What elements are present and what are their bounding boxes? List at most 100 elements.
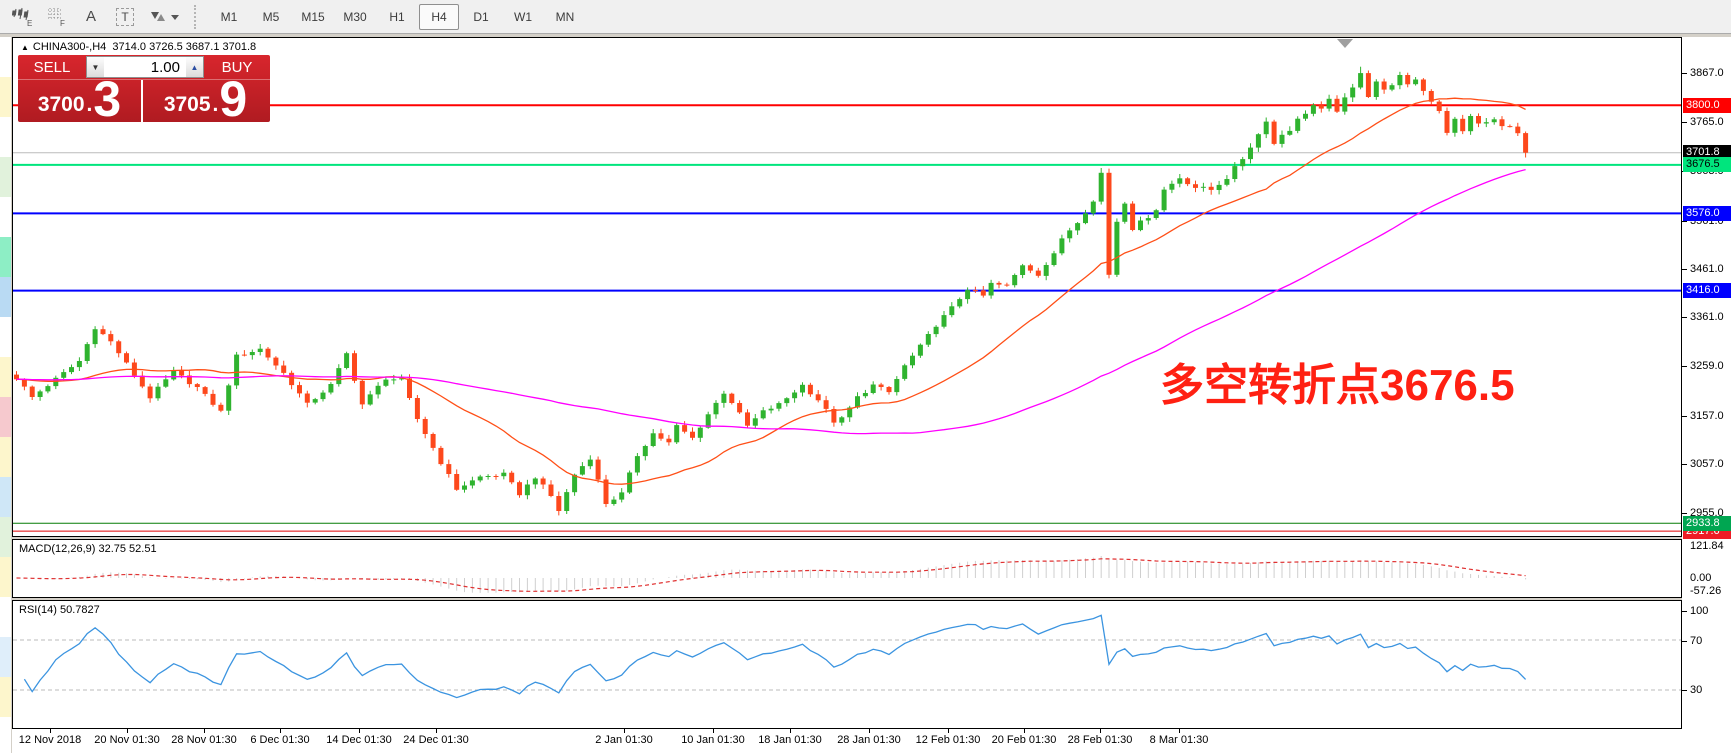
timeframe-button-h1[interactable]: H1 [389, 9, 405, 24]
pane-splitter[interactable] [12, 598, 1682, 600]
ask-fraction: 9 [219, 71, 248, 127]
text-box-tool-icon[interactable]: T [110, 4, 140, 30]
shapes-tool-icon[interactable] [144, 4, 184, 30]
background-window-row [0, 637, 11, 677]
rsi-pane[interactable]: RSI(14) 50.7827 [12, 600, 1682, 729]
date-tick-mark [713, 729, 714, 733]
one-click-trade-panel: SELL ▼ ▲ BUY 3700.3 3705.9 [18, 55, 270, 127]
timeframe-button-m15[interactable]: M15 [301, 9, 325, 24]
ask-separator: . [212, 93, 219, 116]
background-window-row [0, 597, 11, 637]
timeframe-button-h4[interactable]: H4 [419, 3, 459, 30]
date-label: 20 Feb 01:30 [991, 734, 1057, 746]
text-tool-icon[interactable]: A [85, 8, 96, 25]
volume-increase-button[interactable]: ▲ [186, 57, 203, 77]
date-tick-mark [280, 729, 281, 733]
price-tag: 3701.8 [1683, 145, 1731, 160]
volume-decrease-button[interactable]: ▼ [87, 57, 104, 77]
date-tick-mark [790, 729, 791, 733]
background-window-row [0, 197, 11, 237]
collapse-trade-panel-icon[interactable]: ▲ [21, 43, 29, 52]
macd-label: MACD(12,26,9) 32.75 52.51 [19, 543, 157, 555]
macd-axis-label: -57.26 [1690, 585, 1722, 597]
background-window-row [0, 557, 11, 597]
background-window-row [0, 477, 11, 517]
price-tick-label: 3765.0 [1690, 116, 1724, 128]
price-tag: 3576.0 [1683, 206, 1731, 221]
background-window-row [0, 677, 11, 717]
volume-input[interactable] [104, 57, 186, 77]
timeframe-button-mn[interactable]: MN [555, 9, 575, 24]
price-tick-label: 3057.0 [1690, 458, 1724, 470]
window-gap [0, 34, 1731, 37]
toolbar: E F A T [0, 0, 1731, 34]
date-label: 20 Nov 01:30 [94, 734, 160, 746]
timeframe-button-d1[interactable]: D1 [473, 9, 489, 24]
date-tick-mark [1100, 729, 1101, 733]
date-tick-mark [50, 729, 51, 733]
buy-button[interactable]: BUY [221, 58, 253, 76]
background-window-row [0, 397, 11, 437]
rsi-axis-label: 30 [1690, 684, 1703, 696]
ask-main: 3705 [163, 93, 211, 116]
macd-pane[interactable]: MACD(12,26,9) 32.75 52.51 [12, 539, 1682, 598]
svg-text:F: F [60, 19, 65, 27]
date-label: 2 Jan 01:30 [595, 734, 653, 746]
pane-splitter[interactable] [12, 537, 1682, 539]
timeframe-button-m1[interactable]: M1 [220, 9, 238, 24]
volume-stepper: ▼ ▲ [86, 56, 204, 78]
date-tick-mark [204, 729, 205, 733]
chart-shift-marker-icon[interactable] [1337, 39, 1353, 48]
time-axis: 12 Nov 2018 20 Nov 01:30 28 Nov 01:30 6 Dec… [12, 729, 1731, 753]
background-window-edge [0, 37, 11, 753]
date-label: 24 Dec 01:30 [403, 734, 469, 746]
rsi-axis-label: 100 [1690, 605, 1709, 617]
background-window-row [0, 277, 11, 317]
rsi-label: RSI(14) 50.7827 [19, 604, 100, 616]
timeframe-button-m5[interactable]: M5 [262, 9, 280, 24]
bid-fraction: 3 [93, 71, 122, 127]
date-label: 6 Dec 01:30 [250, 734, 310, 746]
date-label: 14 Dec 01:30 [326, 734, 392, 746]
macd-chart[interactable] [13, 540, 1681, 597]
background-window-row [0, 317, 11, 357]
price-chart[interactable] [13, 38, 1681, 536]
price-tick-mark [1682, 366, 1687, 367]
price-tick-label: 3157.0 [1690, 410, 1724, 422]
date-label: 28 Jan 01:30 [837, 734, 901, 746]
rsi-tick-mark [1682, 690, 1687, 691]
candlestick-chart-tool-icon[interactable]: E [8, 4, 38, 30]
rsi-chart[interactable] [13, 601, 1681, 728]
date-label: 18 Jan 01:30 [758, 734, 822, 746]
chart-text-annotation[interactable]: 多空转折点3676.5 [1160, 361, 1515, 410]
price-pane[interactable] [12, 37, 1682, 537]
ask-price[interactable]: 3705. 9 [143, 71, 268, 127]
date-tick-mark [127, 729, 128, 733]
date-tick-mark [948, 729, 949, 733]
timeframe-button-w1[interactable]: W1 [514, 9, 532, 24]
date-tick-mark [869, 729, 870, 733]
background-window-row [0, 717, 11, 753]
rsi-tick-mark [1682, 611, 1687, 612]
toolbar-separator [194, 4, 201, 29]
date-label: 28 Feb 01:30 [1067, 734, 1133, 746]
date-label: 12 Feb 01:30 [915, 734, 981, 746]
date-tick-mark [624, 729, 625, 733]
price-tick-mark [1682, 221, 1687, 222]
background-window-row [0, 437, 11, 477]
price-tick-mark [1682, 73, 1687, 74]
date-label: 12 Nov 2018 [18, 734, 82, 746]
grid-tool-icon[interactable]: F [42, 4, 72, 30]
drawing-tools-group: E F A T [0, 4, 184, 30]
sell-button[interactable]: SELL [33, 58, 71, 76]
date-label: 10 Jan 01:30 [681, 734, 745, 746]
timeframe-button-m30[interactable]: M30 [343, 9, 367, 24]
price-tick-mark [1682, 122, 1687, 123]
bid-separator: . [86, 93, 93, 116]
macd-axis-label: 0.00 [1690, 572, 1712, 584]
background-window-row [0, 117, 11, 157]
price-tag: 3800.0 [1683, 98, 1731, 113]
price-tag: 2933.8 [1683, 516, 1731, 531]
bid-price[interactable]: 3700. 3 [18, 71, 143, 127]
